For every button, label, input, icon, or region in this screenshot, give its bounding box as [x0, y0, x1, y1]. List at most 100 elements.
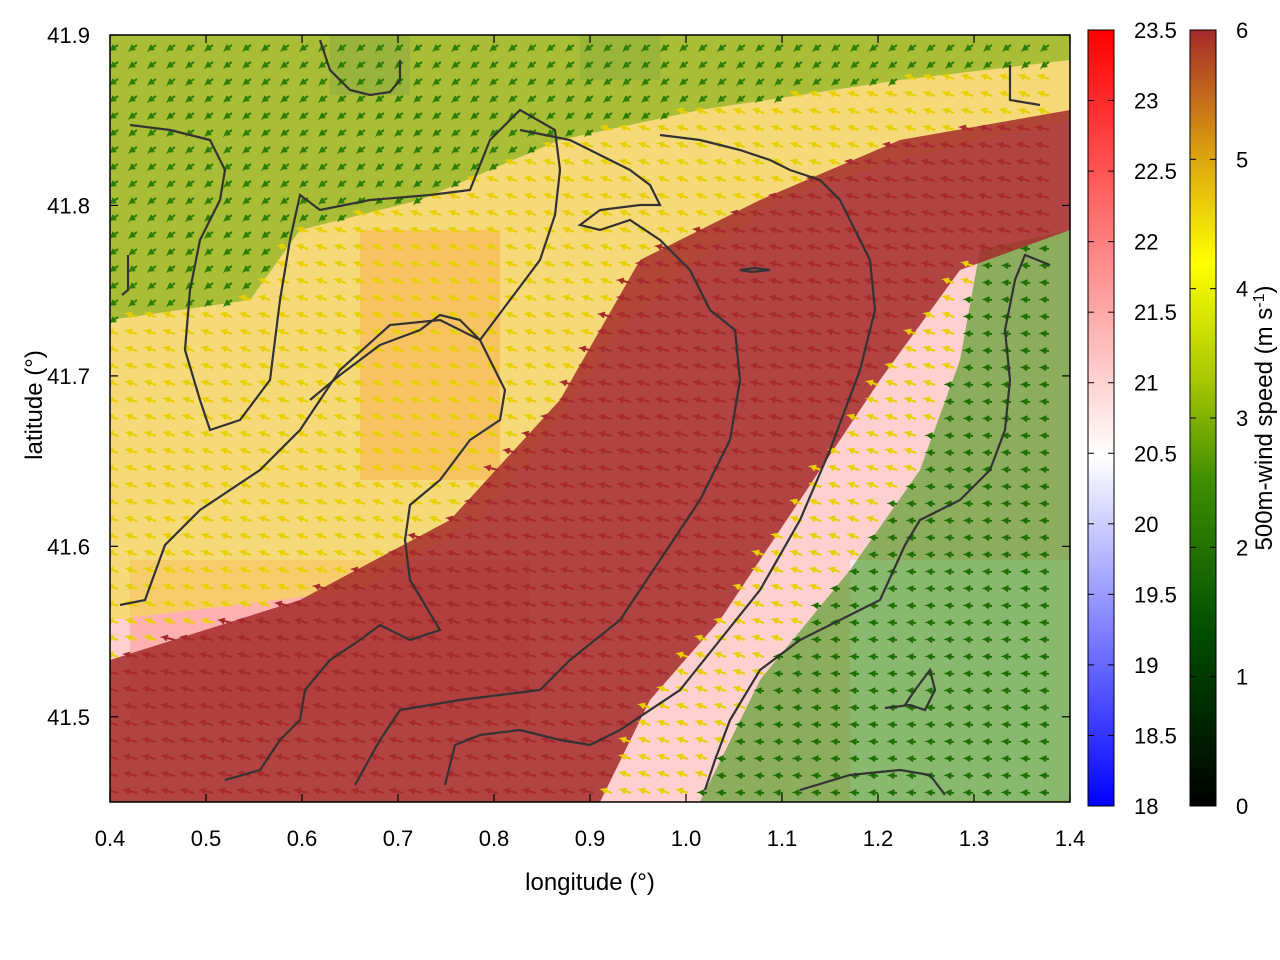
wind-arrow	[408, 260, 423, 268]
wind-arrow	[976, 243, 993, 251]
wind-arrow	[634, 311, 651, 319]
wind-arrow	[389, 447, 404, 455]
wind-arrow	[943, 687, 955, 695]
wind-arrow	[178, 634, 195, 642]
wind-arrow	[336, 112, 347, 121]
wind-arrow	[368, 685, 385, 693]
wind-arrow	[545, 44, 556, 53]
wind-arrow	[924, 619, 936, 627]
wind-arrow	[292, 617, 309, 625]
wind-arrow	[539, 668, 556, 676]
wind-arrow	[463, 770, 480, 778]
wind-arrow	[254, 753, 271, 761]
wind-arrow	[161, 328, 176, 336]
wind-arrow	[731, 107, 746, 115]
wind-arrow	[598, 141, 613, 149]
wind-arrow	[203, 282, 214, 291]
wind-arrow	[197, 770, 214, 778]
wind-arrow	[615, 413, 632, 421]
wind-arrow	[159, 634, 176, 642]
wind-arrow	[938, 243, 955, 251]
y-tick-label: 41.8	[47, 193, 90, 218]
wind-arrow	[218, 328, 233, 336]
wind-arrow	[962, 789, 974, 797]
wind-arrow	[256, 532, 271, 540]
wind-arrow	[564, 129, 575, 138]
wind-arrow	[501, 685, 518, 693]
wind-arrow	[349, 600, 366, 608]
wind-arrow	[1019, 313, 1031, 321]
wind-arrow	[596, 566, 613, 574]
wind-arrow	[615, 549, 632, 557]
wind-arrow	[273, 634, 290, 642]
wind-arrow	[484, 311, 499, 319]
wind-arrow	[981, 534, 993, 542]
wind-arrow	[734, 755, 746, 763]
wind-arrow	[805, 430, 822, 438]
wind-arrow	[142, 498, 157, 506]
wind-arrow	[767, 413, 784, 421]
axes: 0.4 0.5 0.6 0.7 0.8 0.9 1.0 1.1 1.2 1.3 1.441.541.…	[47, 23, 1085, 851]
wind-arrow	[351, 294, 366, 302]
wind-arrow	[617, 753, 632, 761]
wind-arrow	[634, 634, 651, 642]
wind-arrow	[691, 583, 708, 591]
wind-arrow	[1019, 534, 1031, 542]
wind-arrow	[241, 231, 252, 240]
wind-arrow	[924, 551, 936, 559]
wind-arrow	[180, 566, 195, 574]
wind-arrow	[123, 498, 138, 506]
wind-arrow	[503, 328, 518, 336]
wind-arrow	[962, 653, 974, 661]
wind-arrow	[577, 362, 594, 370]
wind-arrow	[883, 447, 898, 455]
wind-arrow	[672, 362, 689, 370]
wind-arrow	[672, 566, 689, 574]
wind-arrow	[279, 61, 290, 70]
wind-arrow	[161, 447, 176, 455]
wind-arrow	[583, 95, 594, 104]
wind-arrow	[463, 498, 480, 506]
wind-arrow	[558, 464, 575, 472]
wind-arrow	[184, 61, 195, 70]
wind-arrow	[883, 379, 898, 387]
wind-arrow	[199, 583, 214, 591]
contour-line	[703, 253, 1051, 791]
wind-arrow	[1014, 175, 1031, 183]
wind-arrow	[674, 107, 689, 115]
wind-arrow	[444, 719, 461, 727]
wind-arrow	[374, 129, 385, 138]
wind-arrow	[1000, 738, 1012, 746]
wind-arrow	[791, 738, 803, 746]
y-tick-label: 41.9	[47, 23, 90, 48]
wind-arrow	[577, 685, 594, 693]
wind-arrow	[829, 653, 841, 661]
wind-arrow	[349, 668, 366, 676]
wind-arrow	[786, 447, 803, 455]
wind-arrow	[558, 651, 575, 659]
wind-arrow	[406, 787, 423, 795]
wind-arrow	[387, 566, 404, 574]
wind-arrow	[748, 243, 765, 251]
wind-arrow	[351, 515, 366, 523]
wind-arrow	[355, 78, 366, 87]
wind-arrow	[1019, 364, 1031, 372]
wind-arrow	[579, 175, 594, 183]
wind-arrow	[938, 175, 955, 183]
wind-arrow	[924, 738, 936, 746]
wind-arrow	[446, 396, 461, 404]
wind-arrow	[710, 294, 727, 302]
wind-arrow	[351, 396, 366, 404]
wind-arrow	[691, 515, 708, 523]
wind-arrow	[351, 464, 366, 472]
wind-arrow	[640, 44, 651, 53]
wind-arrow	[539, 498, 556, 506]
wind-arrow	[161, 362, 176, 370]
wind-arrow	[849, 61, 860, 70]
wind-arrow	[962, 364, 974, 372]
wind-arrow	[313, 243, 328, 251]
wind-arrow	[482, 770, 499, 778]
wind-arrow	[712, 107, 727, 115]
wind-arrow	[501, 447, 518, 455]
